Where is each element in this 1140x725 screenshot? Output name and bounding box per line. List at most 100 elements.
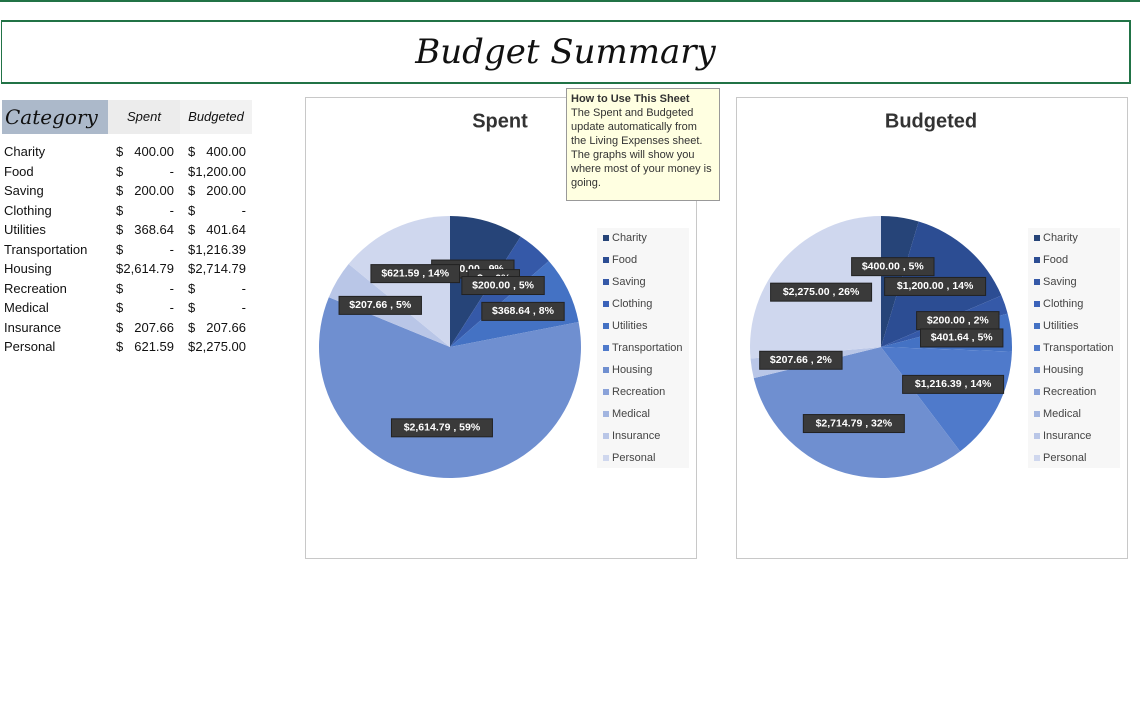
legend-label: Charity (1043, 232, 1078, 244)
table-row: Insurance $207.66 $207.66 (2, 318, 252, 338)
legend-swatch (1034, 345, 1040, 351)
label-box (770, 282, 873, 302)
legend-label: Recreation (1043, 386, 1096, 398)
legend-swatch (1034, 257, 1040, 263)
header-row: Category Spent Budgeted (2, 100, 252, 134)
legend-swatch (603, 345, 609, 351)
label-box (851, 257, 935, 277)
label-box (802, 414, 905, 434)
column-header: Spent (108, 100, 180, 134)
chart: Budgeted $400.00 , 5% $1,200.00 , 14% $200.… (736, 97, 1128, 559)
category-cell: Recreation (4, 280, 67, 296)
legend-label: Food (1043, 254, 1068, 266)
legend-label: Insurance (612, 430, 660, 442)
legend-bg (1028, 228, 1120, 468)
currency-symbol: $ (116, 300, 124, 315)
currency-symbol: $ (116, 261, 124, 276)
legend-label: Charity (612, 232, 647, 244)
note-body: The Spent and Budgeted update automatica… (571, 107, 712, 189)
legend-swatch (603, 367, 609, 373)
currency-symbol: $ (188, 202, 196, 218)
currency-symbol: $ (188, 163, 196, 179)
category-cell: Housing (4, 261, 52, 276)
legend-swatch (1034, 367, 1040, 373)
amount-cell: 2,714.79 (195, 261, 246, 276)
amount-cell: 401.64 (206, 222, 246, 237)
table-row: Housing $2,614.79 $2,714.79 (2, 259, 252, 279)
amount-cell: 400.00 (134, 144, 174, 159)
data-label: $200.00 , 5% (472, 279, 535, 291)
legend-label: Transportation (1043, 342, 1114, 354)
amount-cell: - (169, 241, 174, 257)
label-box (338, 295, 422, 315)
label-box (461, 276, 545, 296)
label-box (390, 418, 493, 438)
data-label: $2,614.79 , 59% (404, 422, 481, 434)
legend-label: Medical (612, 408, 650, 420)
data-label: $400.00 , 5% (862, 260, 925, 272)
pie-slice (753, 347, 961, 478)
currency-symbol: $ (188, 339, 196, 354)
label-box (902, 374, 1005, 394)
data-label: $368.64 , 8% (492, 305, 555, 317)
amount-cell: 1,200.00 (195, 163, 246, 179)
legend-swatch (1034, 323, 1040, 329)
currency-symbol: $ (116, 319, 124, 335)
top-border (0, 0, 1140, 2)
table-row: Personal $621.59 $2,275.00 (2, 337, 252, 357)
category-cell: Medical (4, 300, 49, 315)
data-label: $2,714.79 , 32% (816, 417, 893, 429)
pie-slice (881, 347, 1012, 452)
legend-swatch (603, 433, 609, 439)
currency-symbol: $ (116, 183, 124, 198)
legend-label: Utilities (612, 320, 648, 332)
legend-label: Recreation (612, 386, 665, 398)
amount-cell: - (241, 280, 246, 296)
label-box (884, 276, 987, 296)
note-title: How to Use This Sheet (571, 93, 690, 105)
amount-cell: 2,275.00 (195, 339, 246, 354)
amount-cell: 1,216.39 (195, 241, 246, 257)
amount-cell: 200.00 (206, 183, 246, 198)
category-cell: Transportation (4, 241, 88, 257)
currency-symbol: $ (188, 280, 196, 296)
amount-cell: 621.59 (134, 339, 174, 354)
legend-swatch (603, 455, 609, 461)
amount-cell: 207.66 (206, 319, 246, 335)
note: How to Use This Sheet The Spent and Budge… (566, 88, 720, 201)
legend-label: Insurance (1043, 430, 1091, 442)
amount-cell: 207.66 (134, 319, 174, 335)
currency-symbol: $ (116, 280, 124, 296)
table-row: Charity $400.00 $400.00 (2, 142, 252, 162)
column-header: Budgeted (180, 100, 252, 134)
legend-swatch (603, 301, 609, 307)
legend-label: Housing (1043, 364, 1083, 376)
table-row: Recreation $ - $ - (2, 279, 252, 299)
table-row: Clothing $ - $ - (2, 201, 252, 221)
currency-symbol: $ (188, 319, 196, 335)
legend-swatch (1034, 279, 1040, 285)
label-box (481, 301, 565, 321)
currency-symbol: $ (188, 183, 196, 198)
column-header: Category (2, 100, 108, 134)
summary-table: Category Spent Budgeted Charity $400.00 $400.… (2, 100, 252, 357)
legend-bg (597, 228, 689, 468)
currency-symbol: $ (188, 241, 196, 257)
data-label: $207.66 , 2% (770, 354, 833, 366)
legend-swatch (1034, 411, 1040, 417)
data-label: $207.66 , 5% (349, 299, 412, 311)
page-title: Budget Summary (1, 20, 1131, 84)
label-box (370, 264, 461, 284)
legend-label: Clothing (1043, 298, 1083, 310)
legend-swatch (1034, 235, 1040, 241)
legend-label: Transportation (612, 342, 683, 354)
category-cell: Food (4, 163, 34, 179)
data-label: $401.64 , 5% (931, 332, 994, 344)
table-row: Saving $200.00 $200.00 (2, 181, 252, 201)
legend-swatch (603, 257, 609, 263)
category-cell: Charity (4, 144, 46, 159)
legend-label: Clothing (612, 298, 652, 310)
currency-symbol: $ (188, 222, 196, 237)
spacer (2, 134, 252, 142)
